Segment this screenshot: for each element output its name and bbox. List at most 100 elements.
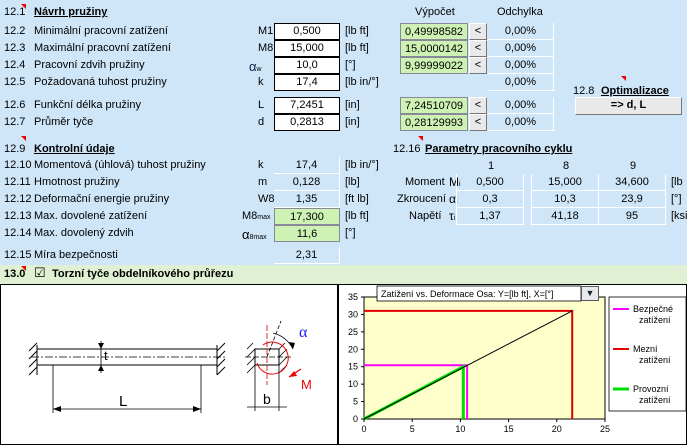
section-13-bar	[0, 265, 687, 284]
label-M: M	[301, 377, 312, 392]
row-symbol: M8max	[242, 210, 271, 222]
row-label: Deformační energie pružiny	[34, 193, 170, 205]
row-unit: [ft lb]	[345, 193, 369, 205]
row-value: 1,35	[274, 191, 340, 208]
cycle-cell: 34,600	[598, 174, 666, 191]
row-num: 12.12	[4, 193, 32, 205]
row-value: 2,31	[274, 247, 340, 264]
legend-label: Bezpečné zatížení	[633, 304, 673, 325]
copy-value-button[interactable]: <	[469, 23, 487, 40]
row-symbol-sub: max	[257, 214, 271, 221]
row-symbol-main: M1	[258, 25, 274, 37]
row-unit: [lb ft]	[345, 210, 369, 222]
row-unit: [lb ft]	[345, 25, 369, 37]
left-wall	[28, 342, 38, 376]
optim-title: Optimalizace	[601, 85, 669, 97]
row-symbol-main: α	[249, 59, 257, 74]
row-input[interactable]: 0,500	[274, 23, 340, 40]
row-deviation: 0,00%	[488, 74, 554, 91]
row-input[interactable]: 17,4	[274, 74, 340, 91]
row-value: 11,6	[274, 225, 340, 242]
optimize-button[interactable]: => d, L	[575, 97, 682, 115]
cycle-num: 12.16	[393, 143, 421, 155]
row-calc: 0,49998582	[400, 23, 468, 40]
optim-num: 12.8	[573, 85, 595, 97]
legend-box	[608, 296, 687, 412]
series-line-2	[364, 309, 574, 419]
row-symbol-main: d	[258, 116, 265, 128]
y-tick-label: 35	[348, 292, 358, 302]
row-num: 12.3	[4, 42, 26, 54]
section-13-checkbox[interactable]: ☑	[34, 265, 46, 280]
row-symbol-main: M8	[242, 210, 258, 222]
row-num: 12.15	[4, 249, 32, 261]
cycle-symbol-main: M	[449, 175, 459, 189]
row-symbol: k	[258, 159, 264, 171]
row-unit: [°]	[345, 227, 356, 239]
row-num: 12.5	[4, 76, 26, 88]
copy-value-button[interactable]: <	[469, 57, 487, 74]
row-value: 17,4	[274, 157, 340, 174]
copy-value-button[interactable]: <	[469, 114, 487, 131]
row-calc: 15,0000142	[400, 40, 468, 57]
x-tick-label: 25	[600, 424, 610, 434]
section-13-title: Torzní tyče obdelníkového průřezu	[52, 268, 234, 280]
row-unit: [lb ft]	[345, 42, 369, 54]
row-label: Míra bezpečnosti	[34, 249, 118, 261]
label-alpha: α	[299, 324, 308, 341]
section-12-9-num: 12.9	[4, 143, 26, 155]
cycle-title: Parametry pracovního cyklu	[425, 143, 573, 155]
copy-value-button[interactable]: <	[469, 40, 487, 57]
row-label: Max. dovolený zdvih	[34, 227, 134, 239]
row-num: 12.6	[4, 99, 26, 111]
cycle-row-symbol: Mi	[449, 175, 461, 189]
row-deviation: 0,00%	[488, 97, 554, 114]
row-num: 12.11	[4, 176, 31, 188]
cycle-col-header: 9	[629, 160, 637, 172]
cycle-cell: 15,000	[531, 174, 599, 191]
row-num: 12.14	[4, 227, 32, 239]
x-tick-label: 20	[552, 424, 562, 434]
row-symbol: d	[258, 116, 264, 128]
copy-value-button[interactable]: <	[469, 97, 487, 114]
row-num: 12.7	[4, 116, 26, 128]
row-label: Minimální pracovní zatížení	[34, 25, 168, 37]
cycle-symbol-main: α	[449, 192, 456, 206]
col-vypocet-header: Výpočet	[415, 6, 455, 18]
cycle-row-label: Napětí	[409, 210, 442, 222]
row-symbol-main: L	[258, 99, 265, 111]
col-odchylka-header: Odchylka	[497, 6, 543, 18]
row-symbol: m	[258, 176, 267, 188]
cycle-cell: 10,3	[531, 191, 599, 208]
label-b: b	[263, 391, 271, 407]
cycle-cell: 0,3	[456, 191, 524, 208]
row-label: Požadovaná tuhost pružiny	[34, 76, 167, 88]
row-symbol-main: M8	[258, 42, 274, 54]
row-input[interactable]: 15,000	[274, 40, 340, 57]
row-symbol: M8	[258, 42, 273, 54]
x-tick-label: 10	[455, 424, 465, 434]
series-line-4	[363, 310, 573, 420]
y-tick-label: 15	[348, 362, 358, 372]
chart-pane: Zatížení vs. Deformace Osa: Y=[lb ft], X…	[338, 284, 687, 445]
label-t: t	[104, 348, 108, 363]
section-12-1-title: Návrh pružiny	[34, 6, 108, 18]
chart-axis-dropdown[interactable]: ▼	[581, 286, 599, 301]
row-symbol-sub: w	[256, 66, 262, 73]
row-label: Průměr tyče	[34, 116, 94, 128]
row-input[interactable]: 0,2813	[274, 114, 340, 131]
cycle-cell: 0,500	[456, 174, 524, 191]
row-symbol-main: k	[258, 76, 264, 88]
row-deviation: 0,00%	[488, 57, 554, 74]
x-tick-label: 15	[504, 424, 514, 434]
legend-label: Provozní zatížení	[633, 384, 671, 405]
y-tick-label: 10	[348, 379, 358, 389]
row-input[interactable]: 7,2451	[274, 97, 340, 114]
row-input[interactable]: 10,0	[274, 57, 340, 74]
cycle-row-unit: [lb	[671, 176, 683, 188]
chart-title: Zatížení vs. Deformace Osa: Y=[lb ft], X…	[381, 289, 554, 299]
label-L: L	[119, 393, 127, 410]
cycle-cell: 41,18	[531, 208, 599, 225]
row-symbol-main: W8	[258, 193, 275, 205]
row-unit: [°]	[345, 59, 356, 71]
